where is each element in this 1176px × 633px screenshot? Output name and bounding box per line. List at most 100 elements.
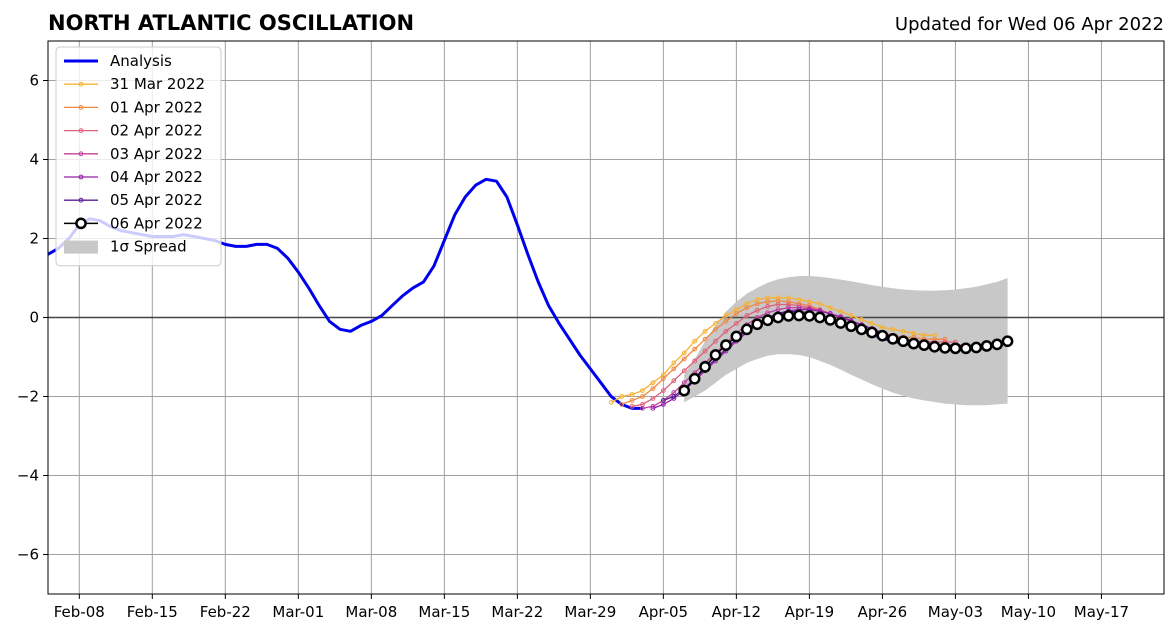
forecast-point: [803, 310, 816, 322]
forecast-point: [876, 329, 889, 342]
forecast-point: [848, 313, 854, 318]
forecast-point: [744, 313, 750, 318]
x-tick-label: Feb-22: [200, 603, 251, 621]
forecast-point: [730, 330, 743, 343]
forecast-point: [681, 350, 687, 356]
forecast-point: [629, 398, 635, 403]
forecast-point: [660, 398, 666, 403]
legend-item: Analysis: [64, 52, 172, 70]
forecast-point: [897, 335, 910, 348]
legend-item: 03 Apr 2022: [64, 145, 203, 163]
forecast-point: [1001, 335, 1014, 348]
x-tick-label: May-03: [928, 603, 983, 621]
x-tick-label: Apr-05: [639, 603, 689, 621]
chart-title: NORTH ATLANTIC OSCILLATION: [48, 11, 414, 35]
forecast-point: [879, 324, 885, 330]
x-tick-label: Mar-15: [418, 603, 470, 621]
legend-marker: [78, 197, 84, 203]
forecast-point: [702, 348, 708, 354]
forecast-point: [699, 361, 711, 373]
forecast-point: [886, 332, 899, 345]
legend-label: 31 Mar 2022: [110, 75, 205, 93]
forecast-point: [754, 301, 760, 307]
forecast-point: [918, 339, 930, 351]
forecast-point: [900, 328, 906, 334]
forecast-point: [907, 337, 920, 350]
forecast-point: [733, 311, 739, 316]
legend-item: 06 Apr 2022: [64, 214, 203, 232]
forecast-point: [970, 341, 983, 354]
forecast-point: [827, 305, 833, 311]
forecast-point: [713, 326, 718, 332]
forecast-point: [859, 317, 864, 322]
forecast-point: [959, 342, 972, 355]
forecast-point: [775, 302, 781, 307]
forecast-point: [855, 323, 868, 336]
forecast-point: [744, 305, 750, 311]
legend-label: 02 Apr 2022: [110, 122, 203, 140]
legend-marker: [78, 151, 84, 157]
forecast-point: [928, 340, 941, 353]
y-tick-label: 4: [29, 151, 39, 169]
forecast-point: [692, 338, 698, 344]
forecast-point: [640, 405, 645, 411]
forecast-point: [713, 338, 718, 344]
forecast-point: [733, 321, 739, 326]
forecast-point: [754, 307, 760, 313]
forecast-point: [629, 403, 635, 409]
forecast-point: [619, 394, 625, 399]
forecast-point: [640, 394, 645, 399]
x-tick-label: Mar-08: [345, 603, 397, 621]
x-tick-label: Feb-15: [127, 603, 178, 621]
forecast-point: [713, 321, 718, 326]
forecast-point: [765, 304, 771, 309]
forecast-point: [650, 396, 656, 401]
forecast-point: [692, 358, 698, 364]
forecast-point: [692, 346, 698, 352]
legend-marker: [78, 128, 84, 134]
legend-marker: [78, 174, 84, 180]
x-tick-label: Apr-12: [712, 603, 762, 621]
legend-marker: [75, 217, 87, 230]
forecast-point: [720, 339, 732, 351]
forecast-point: [678, 384, 691, 397]
x-tick-label: May-10: [1001, 603, 1056, 621]
forecast-point: [681, 356, 687, 362]
forecast-point: [709, 349, 722, 361]
legend-swatch: [64, 240, 98, 254]
forecast-point: [629, 392, 635, 397]
legend-label: 03 Apr 2022: [110, 145, 203, 163]
forecast-point: [702, 336, 708, 342]
x-tick-label: Feb-08: [54, 603, 105, 621]
forecast-point: [942, 336, 948, 342]
forecast-point: [845, 320, 857, 333]
legend-item: 05 Apr 2022: [64, 191, 203, 209]
x-tick-label: Mar-22: [491, 603, 543, 621]
legend-marker: [78, 105, 84, 110]
y-tick-label: 2: [29, 230, 39, 248]
legend-item: 31 Mar 2022: [64, 75, 205, 93]
legend-label: 05 Apr 2022: [110, 191, 203, 209]
forecast-point: [817, 301, 823, 307]
forecast-point: [671, 360, 677, 366]
legend-label: Analysis: [110, 52, 172, 70]
x-tick-label: May-17: [1074, 603, 1129, 621]
forecast-point: [786, 302, 791, 307]
legend-label: 01 Apr 2022: [110, 98, 203, 116]
forecast-point: [765, 299, 771, 305]
legend-box: [55, 46, 222, 267]
forecast-point: [793, 309, 805, 322]
legend: Analysis 31 Mar 2022 01 Apr 2022 02 Apr 202…: [55, 46, 222, 267]
y-tick-label: 6: [29, 72, 39, 90]
forecast-point: [650, 380, 656, 386]
forecast-point: [824, 314, 837, 326]
y-tick-label: −6: [17, 546, 39, 564]
forecast-point: [640, 388, 645, 393]
forecast-point: [772, 311, 784, 324]
forecast-point: [723, 313, 729, 318]
forecast-point: [660, 376, 666, 382]
forecast-point: [751, 318, 764, 331]
forecast-point: [834, 317, 847, 329]
y-tick-label: −4: [17, 467, 39, 485]
